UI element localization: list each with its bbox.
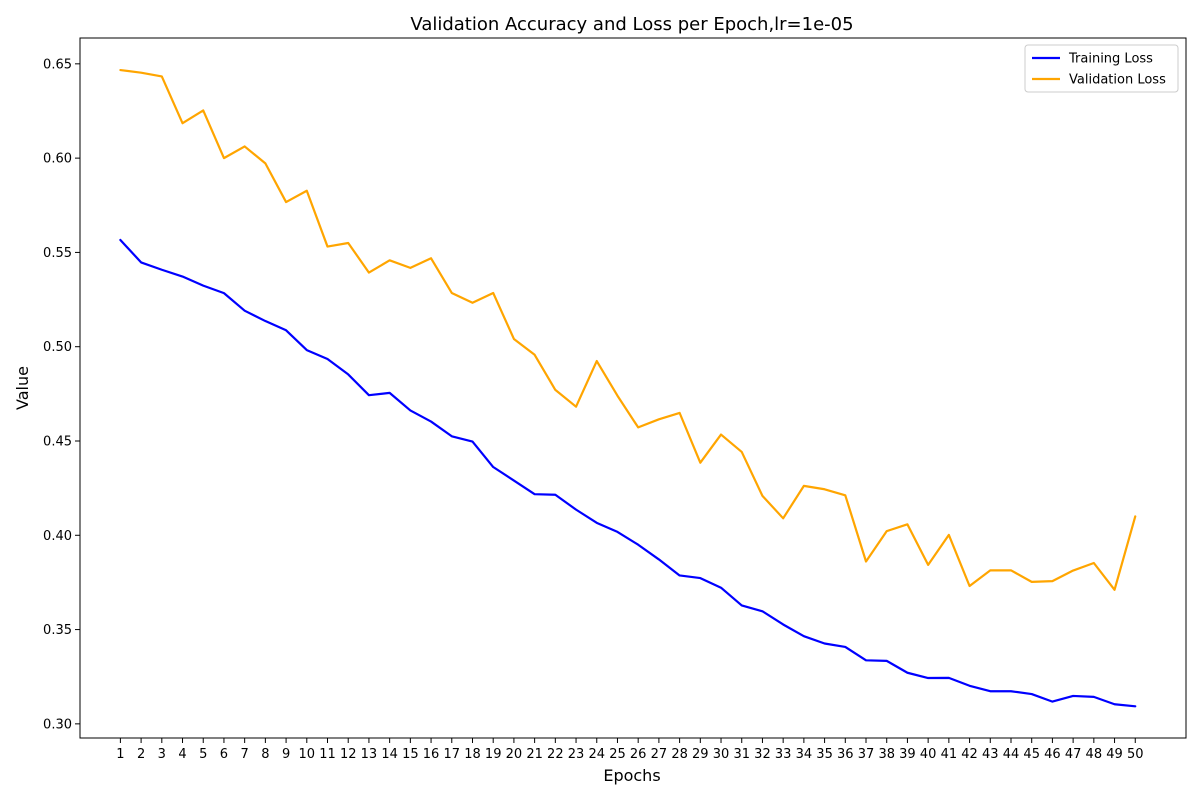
- legend: Training Loss Validation Loss: [1024, 44, 1179, 93]
- x-tick-label: 16: [423, 747, 440, 762]
- legend-box: [1024, 44, 1179, 93]
- x-tick-label: 45: [1023, 747, 1040, 762]
- y-tick-label: 0.45: [43, 434, 72, 449]
- x-tick-label: 48: [1086, 747, 1103, 762]
- y-tick-label: 0.60: [43, 152, 72, 167]
- x-tick-label: 34: [796, 747, 813, 762]
- series-line-training-loss: [119, 238, 1137, 708]
- x-tick-label: 2: [137, 747, 145, 762]
- y-axis-label: Value: [13, 366, 32, 410]
- x-tick-label: 39: [899, 747, 916, 762]
- x-tick-label: 15: [402, 747, 419, 762]
- x-tick-label: 12: [340, 747, 357, 762]
- x-tick-label: 4: [178, 747, 186, 762]
- x-tick-label: 18: [464, 747, 481, 762]
- legend-label-training-loss: Training Loss: [1068, 52, 1153, 67]
- x-tick-label: 33: [775, 747, 792, 762]
- x-tick-label: 44: [1003, 747, 1020, 762]
- x-tick-label: 23: [568, 747, 585, 762]
- x-tick-label: 1: [116, 747, 124, 762]
- x-tick-label: 11: [319, 747, 336, 762]
- x-tick-label: 24: [588, 747, 605, 762]
- x-tick-label: 29: [692, 747, 709, 762]
- y-tick-label: 0.50: [43, 340, 72, 355]
- x-tick-label: 36: [837, 747, 854, 762]
- x-tick-label: 50: [1127, 747, 1144, 762]
- x-tick-label: 3: [158, 747, 166, 762]
- x-tick-label: 37: [858, 747, 875, 762]
- x-tick-label: 14: [381, 747, 398, 762]
- x-tick-label: 49: [1106, 747, 1123, 762]
- x-tick-label: 31: [733, 747, 750, 762]
- x-tick-label: 27: [651, 747, 668, 762]
- x-axis-label: Epochs: [603, 766, 660, 785]
- y-tick-label: 0.40: [43, 529, 72, 544]
- x-tick-label: 30: [713, 747, 730, 762]
- x-tick-label: 17: [443, 747, 460, 762]
- x-tick-label: 21: [526, 747, 543, 762]
- x-tick-label: 13: [361, 747, 378, 762]
- x-tick-label: 26: [630, 747, 647, 762]
- x-tick-label: 46: [1044, 747, 1061, 762]
- legend-label-validation-loss: Validation Loss: [1069, 73, 1166, 88]
- x-tick-label: 38: [878, 747, 895, 762]
- y-tick-label: 0.65: [43, 57, 72, 72]
- x-tick-label: 5: [199, 747, 207, 762]
- y-tick-label: 0.30: [43, 717, 72, 732]
- x-tick-label: 43: [982, 747, 999, 762]
- x-tick-label: 41: [941, 747, 958, 762]
- x-tick-label: 42: [961, 747, 978, 762]
- x-tick-label: 32: [754, 747, 771, 762]
- x-tick-label: 47: [1065, 747, 1082, 762]
- x-tick-label: 7: [241, 747, 249, 762]
- x-tick-label: 25: [609, 747, 626, 762]
- y-tick-label: 0.55: [43, 246, 72, 261]
- chart-title: Validation Accuracy and Loss per Epoch,l…: [410, 14, 853, 35]
- plot-frame: [79, 37, 1187, 739]
- x-tick-label: 10: [299, 747, 316, 762]
- y-tick-label: 0.35: [43, 623, 72, 638]
- x-tick-label: 8: [261, 747, 269, 762]
- x-tick-label: 20: [506, 747, 523, 762]
- x-tick-label: 19: [485, 747, 502, 762]
- x-tick-label: 22: [547, 747, 564, 762]
- x-tick-label: 9: [282, 747, 290, 762]
- x-tick-label: 35: [816, 747, 833, 762]
- x-tick-label: 6: [220, 747, 228, 762]
- x-tick-label: 40: [920, 747, 937, 762]
- x-tick-label: 28: [671, 747, 688, 762]
- series-line-validation-loss: [119, 68, 1137, 591]
